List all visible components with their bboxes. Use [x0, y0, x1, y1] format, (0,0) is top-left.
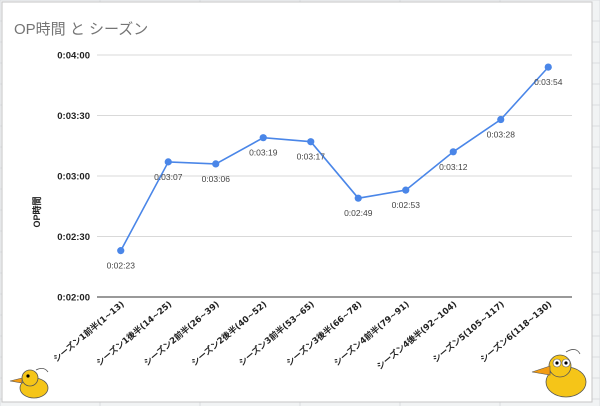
data-point: [164, 158, 172, 166]
y-tick-label: 0:03:00: [57, 172, 90, 183]
data-label: 0:03:12: [439, 162, 468, 172]
data-label: 0:03:06: [202, 174, 231, 184]
data-label: 0:03:17: [297, 152, 326, 162]
data-point: [259, 134, 267, 142]
data-point: [354, 194, 362, 202]
data-label: 0:03:28: [487, 130, 516, 140]
data-point: [449, 148, 457, 156]
y-tick-label: 0:04:00: [57, 51, 90, 62]
data-labels: 0:02:23 0:03:07 0:03:06 0:03:19 0:03:17 0:02:…: [107, 77, 563, 271]
data-point: [544, 63, 552, 71]
data-point: [307, 138, 315, 146]
data-label: 0:02:49: [344, 208, 373, 218]
series-line: [120, 66, 549, 251]
data-point: [402, 186, 410, 194]
y-tick-label: 0:02:00: [57, 293, 90, 304]
data-point: [497, 115, 505, 124]
data-point: [212, 160, 220, 168]
data-label: 0:03:19: [249, 148, 278, 158]
data-points: [117, 63, 552, 255]
data-label: 0:03:54: [534, 77, 563, 87]
data-label: 0:02:23: [107, 261, 136, 271]
data-label: 0:03:07: [154, 172, 183, 182]
duck-sticker-right: [531, 349, 587, 398]
y-tick-label: 0:02:30: [57, 232, 90, 243]
y-tick-label: 0:03:30: [57, 111, 90, 122]
y-axis-ticks: 0:02:00 0:02:30 0:03:00 0:03:30 0:04:00: [57, 51, 90, 304]
gridlines: [97, 54, 572, 298]
data-point: [117, 247, 125, 255]
y-axis-label: OP時間: [31, 196, 42, 227]
chart-card[interactable]: [1, 1, 593, 403]
chart-title: OP時間 と シーズン: [14, 21, 148, 38]
data-label: 0:02:53: [392, 200, 421, 210]
duck-sticker-left: [9, 368, 49, 399]
